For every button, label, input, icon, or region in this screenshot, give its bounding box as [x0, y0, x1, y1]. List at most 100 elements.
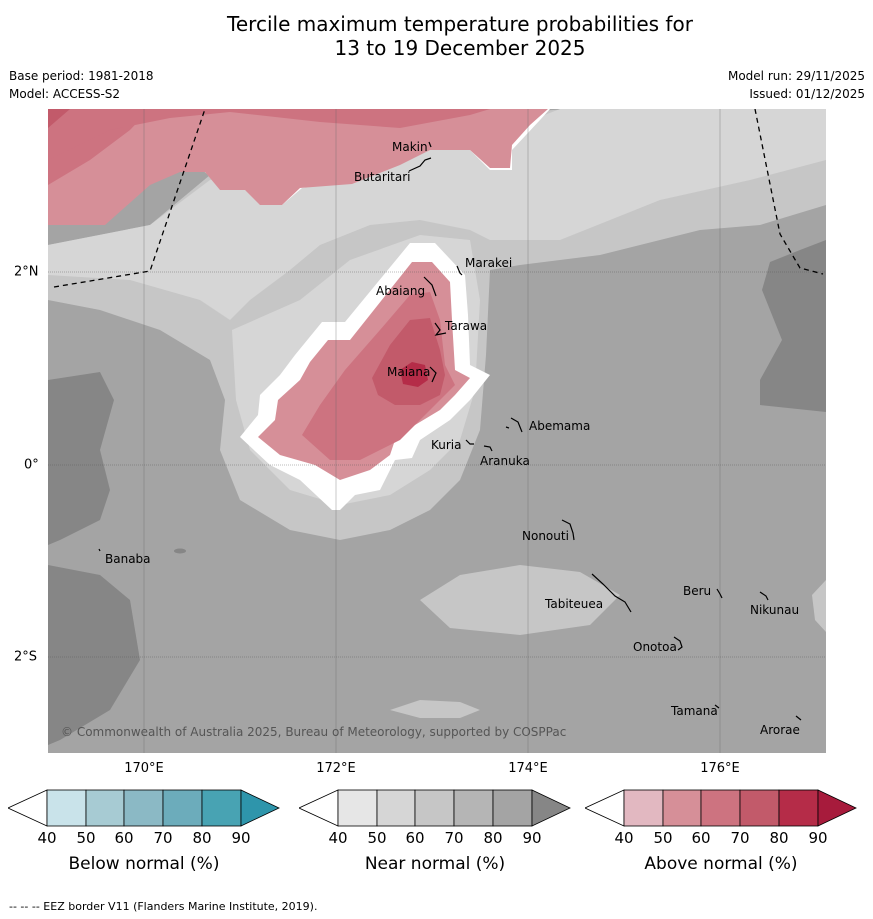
near-normal-colorbar: [299, 789, 571, 827]
lon-label-172: 172°E: [316, 761, 356, 776]
base-period: Base period: 1981-2018: [9, 69, 154, 83]
above-swatch-5: [778, 789, 819, 827]
tick: 90: [231, 829, 251, 847]
above-swatch-4: [739, 789, 780, 827]
tick: 90: [808, 829, 828, 847]
island-label-maiana: Maiana: [387, 365, 431, 379]
tamana-shape: [714, 704, 720, 709]
below-swatch-0: [8, 789, 48, 827]
island-label-tabiteuea: Tabiteuea: [545, 597, 604, 611]
lat-label-0: 0°: [24, 457, 39, 473]
below-swatch-4: [162, 789, 203, 827]
near-swatch-2: [376, 789, 416, 827]
map-title: Tercile maximum temperature probabilitie…: [0, 12, 873, 60]
above-swatch-2: [662, 789, 702, 827]
beru-shape: [716, 588, 723, 599]
island-label-abaiang: Abaiang: [376, 284, 426, 298]
tabiteuea-shape: [591, 573, 632, 613]
tick: 50: [76, 829, 96, 847]
island-label-banaba: Banaba: [105, 552, 151, 566]
issued-date: Issued: 01/12/2025: [749, 87, 865, 101]
graticule-lat: [48, 271, 826, 658]
lat-label-2s: 2°S: [14, 649, 38, 665]
below-swatch-1: [46, 789, 87, 827]
kuria-shape: [465, 439, 474, 445]
near-80-90-west: [48, 372, 114, 545]
above-swatch-6: [817, 789, 857, 827]
tick: 60: [691, 829, 711, 847]
island-label-nikunau: Nikunau: [750, 603, 800, 617]
tick: 80: [192, 829, 212, 847]
above-normal-colorbar: [585, 789, 857, 827]
below-normal-colorbar: [8, 789, 280, 827]
tick: 70: [730, 829, 750, 847]
tick: 60: [114, 829, 134, 847]
tick: 40: [614, 829, 634, 847]
island-label-butaritari: Butaritari: [354, 170, 411, 184]
island-label-abemama: Abemama: [529, 419, 591, 433]
below-normal-label: Below normal (%): [68, 854, 220, 874]
nonouti-shape: [561, 519, 575, 541]
islet-shape: [174, 548, 186, 554]
near-80-90-east: [760, 240, 826, 412]
near-80-90-southwest: [48, 565, 140, 745]
island-label-tarawa: Tarawa: [445, 319, 488, 333]
island-label-makin: Makin: [392, 140, 428, 154]
below-swatch-5: [201, 789, 242, 827]
banaba-shape: [98, 548, 101, 552]
tick: 90: [522, 829, 542, 847]
onotoa-shape: [673, 636, 683, 651]
marakei-shape: [456, 265, 463, 276]
abemama-shape: [505, 417, 523, 433]
map-svg: [48, 109, 826, 753]
above-60-70-north-b: [48, 109, 490, 160]
eez-border: [53, 109, 824, 288]
tick: 50: [653, 829, 673, 847]
tarawa-shape: [434, 322, 447, 336]
near-60-70-east-patch: [812, 580, 826, 632]
lon-label-174: 174°E: [508, 761, 548, 776]
above-70-80-north: [48, 109, 70, 128]
tick: 40: [37, 829, 57, 847]
makin-shape: [428, 141, 432, 148]
above-swatch-3: [700, 789, 741, 827]
above-swatch-1: [623, 789, 664, 827]
eez-legend: -- -- -- EEZ border V11 (Flanders Marine…: [9, 900, 318, 913]
island-label-nonouti: Nonouti: [522, 529, 569, 543]
near-50-60-region: [48, 109, 826, 320]
above-normal-label: Above normal (%): [644, 854, 798, 874]
title-line-2: 13 to 19 December 2025: [334, 36, 586, 60]
lon-label-176: 176°E: [700, 761, 740, 776]
island-label-arorae: Arorae: [760, 723, 800, 737]
tick: 50: [367, 829, 387, 847]
island-label-beru: Beru: [683, 584, 712, 598]
near-swatch-1: [337, 789, 378, 827]
above-70-80-central: [372, 318, 445, 405]
near-swatch-5: [492, 789, 533, 827]
near-swatch-3: [414, 789, 455, 827]
below-swatch-3: [123, 789, 164, 827]
butaritari-shape: [408, 157, 432, 172]
tick: 70: [444, 829, 464, 847]
near-normal-label: Near normal (%): [364, 854, 506, 874]
island-label-marakei: Marakei: [465, 256, 513, 270]
near-swatch-4: [453, 789, 494, 827]
near-60-70-bottom-patch: [390, 700, 480, 718]
lon-label-170: 170°E: [124, 761, 164, 776]
abaiang-shape: [423, 276, 437, 297]
tick: 40: [328, 829, 348, 847]
lat-label-2n: 2°N: [14, 264, 39, 280]
near-60-70-south-patch: [420, 565, 620, 635]
below-swatch-6: [240, 789, 280, 827]
arorae-shape: [795, 715, 802, 721]
above-swatch-0: [585, 789, 625, 827]
model-name: Model: ACCESS-S2: [9, 87, 121, 101]
above-80-90-central: [400, 362, 428, 387]
below-swatch-2: [85, 789, 125, 827]
island-label-aranuka: Aranuka: [480, 454, 530, 468]
model-run: Model run: 29/11/2025: [727, 69, 865, 83]
island-label-kuria: Kuria: [431, 438, 462, 452]
probability-map[interactable]: Makin Butaritari Marakei Abaiang Tarawa …: [48, 109, 826, 753]
tick: 70: [153, 829, 173, 847]
title-line-1: Tercile maximum temperature probabilitie…: [227, 12, 693, 36]
